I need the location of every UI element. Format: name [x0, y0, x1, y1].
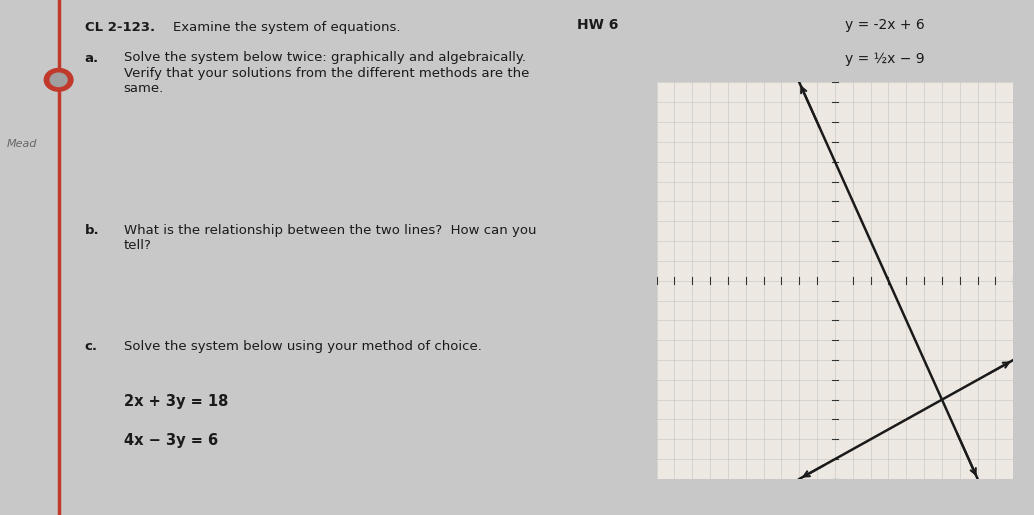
Text: Mead: Mead: [6, 139, 37, 149]
Text: 4x − 3y = 6: 4x − 3y = 6: [124, 433, 218, 448]
Text: y = -2x + 6: y = -2x + 6: [846, 18, 925, 32]
Text: 2x + 3y = 18: 2x + 3y = 18: [124, 394, 229, 409]
Text: Examine the system of equations.: Examine the system of equations.: [173, 21, 400, 33]
Text: CL 2-123.: CL 2-123.: [85, 21, 155, 33]
Text: HW 6: HW 6: [577, 18, 618, 32]
Text: What is the relationship between the two lines?  How can you
tell?: What is the relationship between the two…: [124, 224, 537, 252]
Text: b.: b.: [85, 224, 99, 237]
Circle shape: [44, 68, 73, 91]
Text: y = ½x − 9: y = ½x − 9: [846, 52, 925, 65]
Text: a.: a.: [85, 52, 99, 64]
Text: Solve the system below using your method of choice.: Solve the system below using your method…: [124, 340, 482, 353]
Text: c.: c.: [85, 340, 97, 353]
Text: Solve the system below twice: graphically and algebraically.
Verify that your so: Solve the system below twice: graphicall…: [124, 52, 529, 94]
Circle shape: [51, 73, 67, 87]
